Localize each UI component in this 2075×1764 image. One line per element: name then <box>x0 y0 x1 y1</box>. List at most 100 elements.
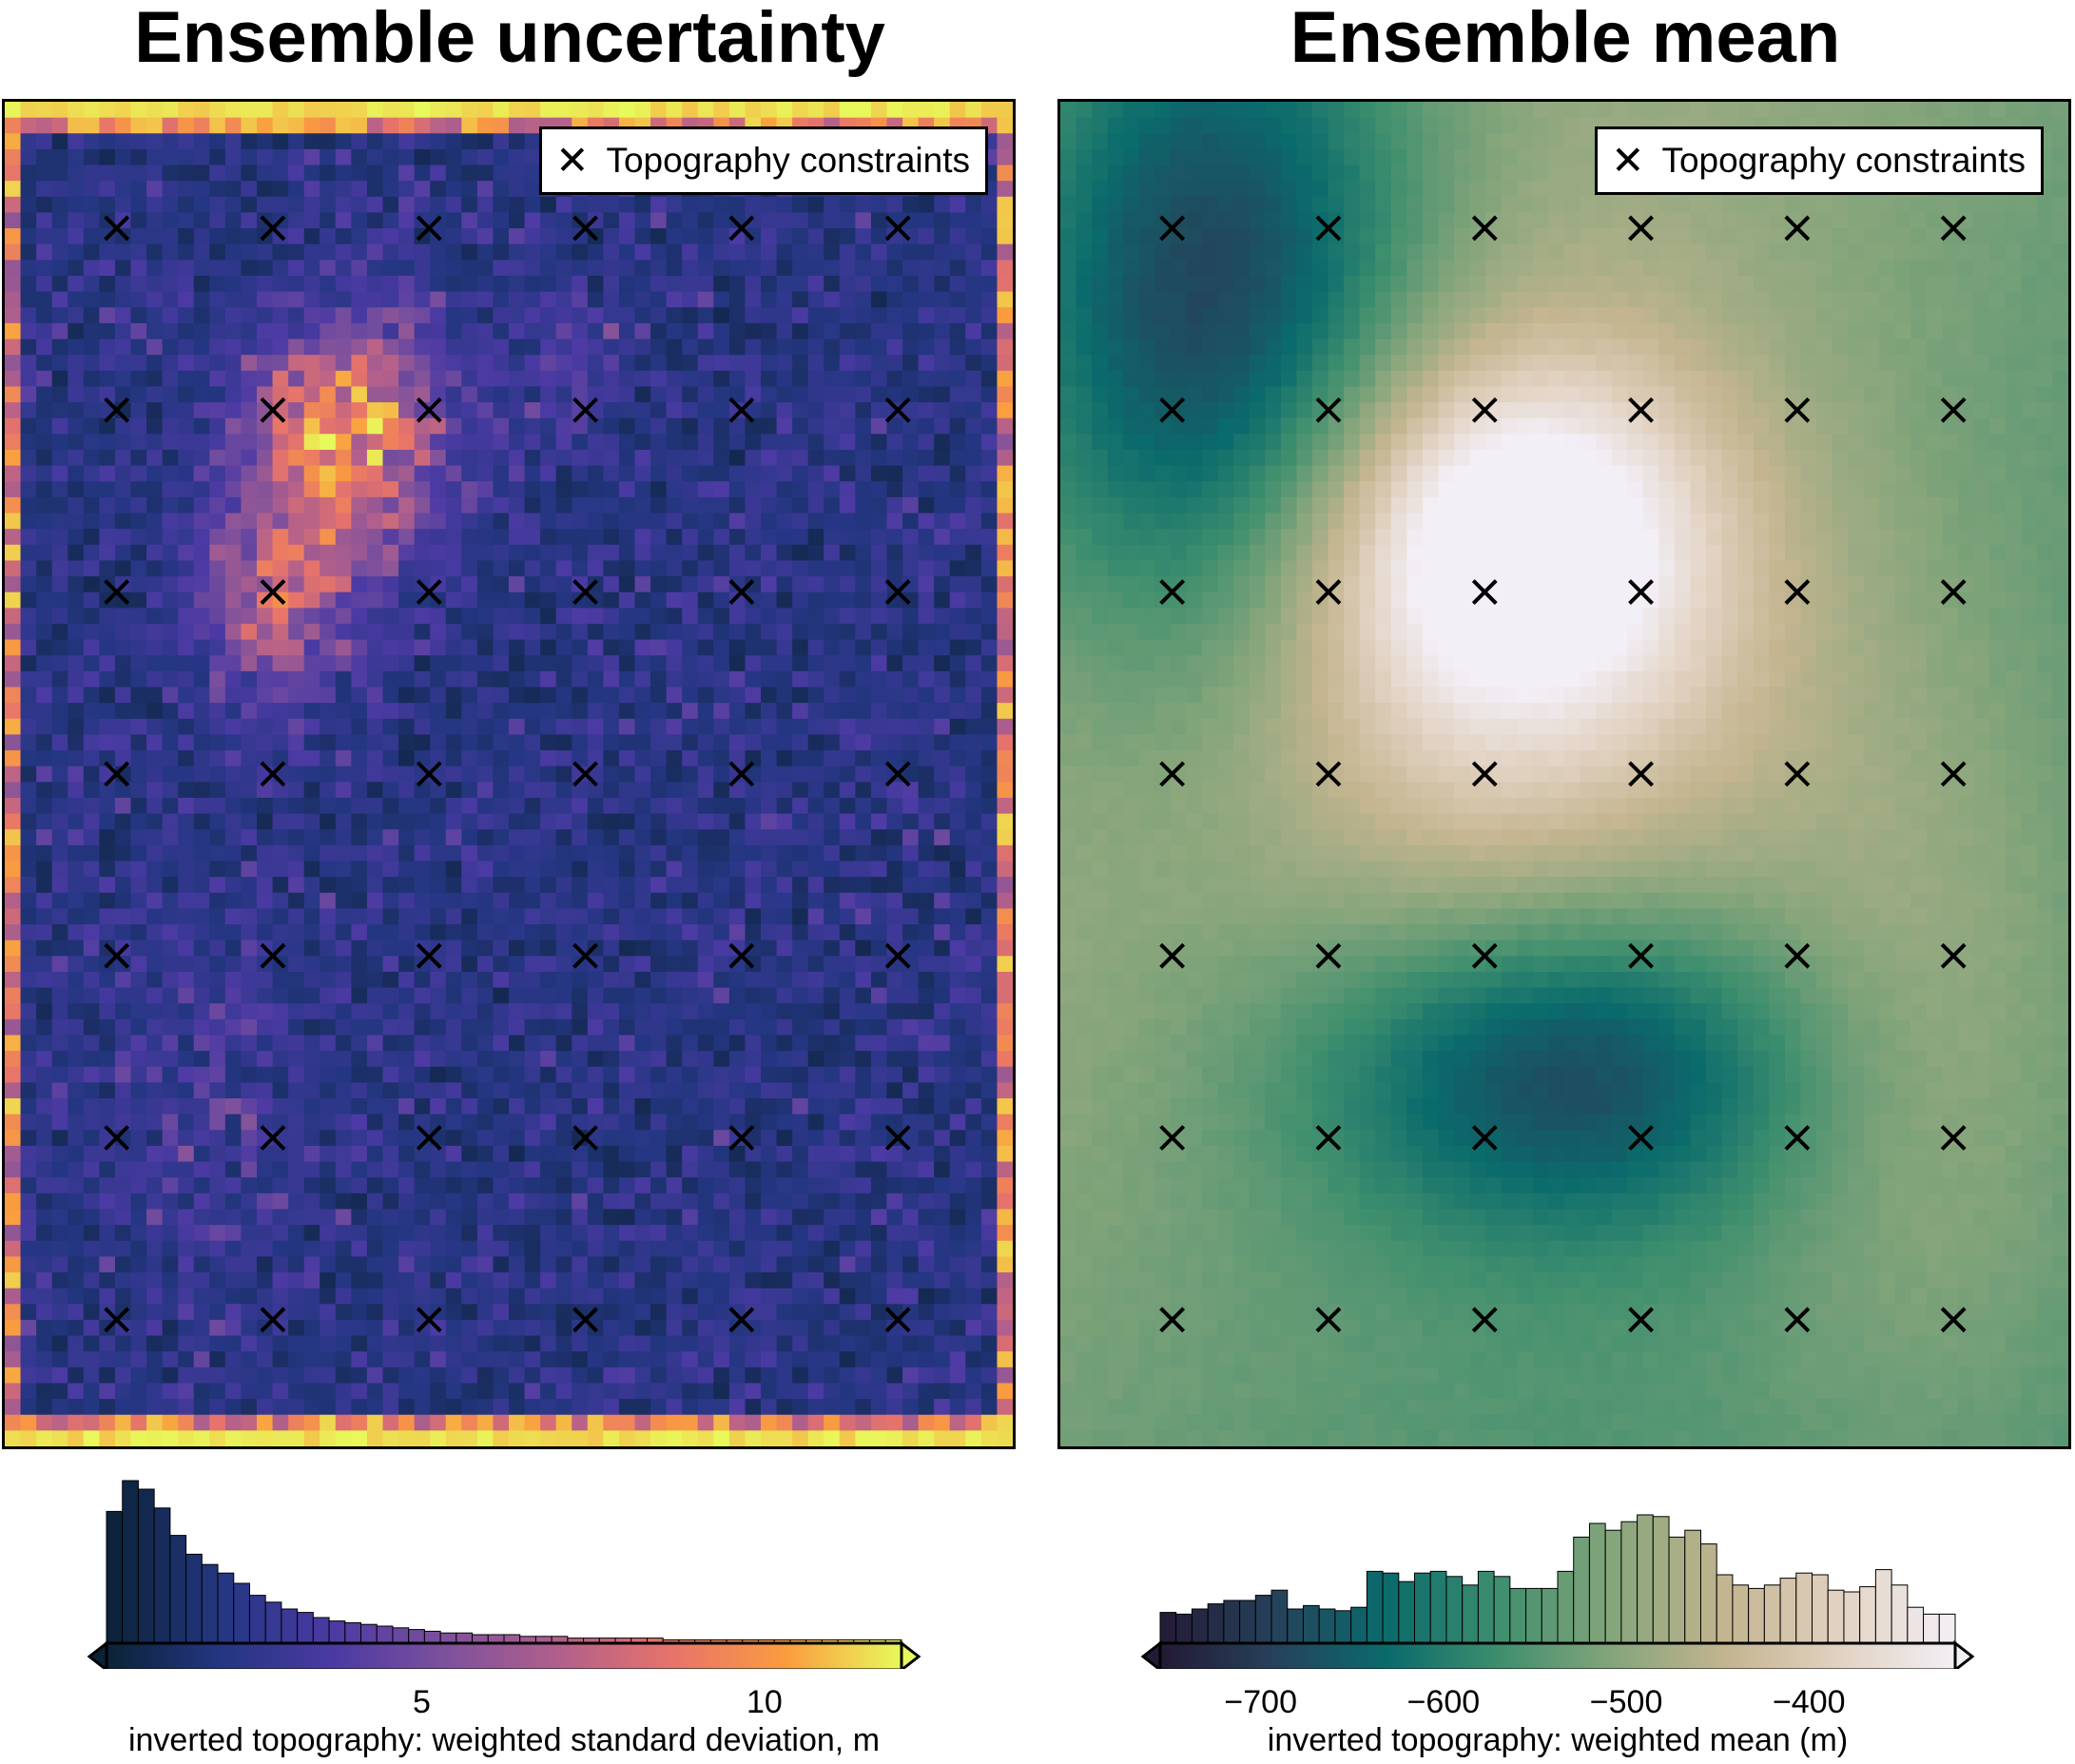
heatmap-cell <box>603 560 620 577</box>
heatmap-cell <box>807 1018 824 1037</box>
heatmap-cell <box>776 243 793 261</box>
heatmap-cell <box>366 1066 384 1083</box>
heatmap-cell <box>445 1066 462 1083</box>
heatmap-cell <box>555 892 572 909</box>
heatmap-cell <box>965 481 982 498</box>
heatmap-cell <box>603 1018 620 1037</box>
heatmap-cell <box>257 355 274 372</box>
heatmap-cell <box>146 1082 164 1099</box>
heatmap-cell <box>792 1114 809 1131</box>
heatmap-cell <box>241 386 258 403</box>
heatmap-cell <box>682 1177 699 1194</box>
heatmap-cell <box>824 639 841 656</box>
heatmap-cell <box>366 544 384 562</box>
heatmap-cell <box>745 670 762 688</box>
heatmap-cell <box>398 987 416 1004</box>
heatmap-cell <box>745 1066 762 1083</box>
heatmap-cell <box>776 402 793 419</box>
heatmap-cell <box>839 623 856 641</box>
heatmap-cell <box>382 639 399 656</box>
heatmap-cell <box>114 465 132 482</box>
heatmap-cell <box>241 102 258 119</box>
heatmap-cell <box>634 766 651 783</box>
heatmap-cell <box>461 165 478 182</box>
heatmap-cell <box>193 1288 210 1305</box>
heatmap-cell <box>540 402 557 419</box>
heatmap-cell <box>682 496 699 514</box>
heatmap-cell <box>761 339 778 356</box>
heatmap-cell <box>855 386 872 403</box>
heatmap-cell <box>476 861 495 878</box>
heatmap-cell <box>146 1192 164 1211</box>
heatmap-cell <box>272 1066 289 1083</box>
heatmap-cell <box>178 1098 195 1115</box>
heatmap-cell <box>209 623 226 641</box>
heatmap-cell <box>934 496 951 514</box>
heatmap-cell <box>382 766 399 783</box>
heatmap-cell <box>146 496 164 514</box>
heatmap-cell <box>193 339 210 356</box>
heatmap-cell <box>918 1319 935 1337</box>
heatmap-cell <box>572 243 589 261</box>
heatmap-cell <box>178 703 195 720</box>
heatmap-cell <box>902 703 920 720</box>
heatmap-cell <box>320 1288 337 1305</box>
heatmap-cell <box>997 908 1013 925</box>
heatmap-cell <box>241 1256 258 1273</box>
heatmap-cell <box>36 1082 53 1099</box>
heatmap-cell <box>713 496 730 514</box>
heatmap-cell <box>99 797 116 815</box>
heatmap-cell <box>493 1225 510 1242</box>
heatmap-cell <box>728 1145 747 1163</box>
heatmap-cell <box>540 307 557 324</box>
heatmap-cell <box>618 987 636 1004</box>
heatmap-cell <box>745 560 762 577</box>
heatmap-cell <box>666 718 683 736</box>
heatmap-cell <box>902 987 920 1004</box>
heatmap-cell <box>965 1177 982 1194</box>
heatmap-cell <box>99 1098 116 1115</box>
heatmap-cell <box>682 228 699 245</box>
heatmap-cell <box>509 608 526 625</box>
heatmap-cell <box>855 1209 872 1226</box>
heatmap-cell <box>476 496 495 514</box>
heatmap-cell <box>178 1256 195 1273</box>
heatmap-cell <box>728 861 747 878</box>
heatmap-cell <box>618 1209 636 1226</box>
heatmap-cell <box>870 370 888 388</box>
heatmap-cell <box>918 861 935 878</box>
heatmap-cell <box>36 322 53 340</box>
heatmap-cell <box>650 339 668 356</box>
heatmap-cell <box>303 307 320 324</box>
heatmap-cell <box>382 496 399 514</box>
heatmap-cell <box>493 322 510 340</box>
heatmap-cell <box>193 307 210 324</box>
heatmap-cell <box>209 1304 226 1321</box>
heatmap-cell <box>572 196 589 214</box>
heatmap-cell <box>209 449 226 467</box>
heatmap-cell <box>776 766 793 783</box>
heatmap-cell <box>792 1018 809 1037</box>
heatmap-cell <box>524 275 541 293</box>
heatmap-cell <box>461 133 478 150</box>
heatmap-cell <box>509 148 526 166</box>
heatmap-cell <box>634 1130 651 1147</box>
heatmap-cell <box>241 260 258 277</box>
heatmap-cell <box>224 861 242 878</box>
heatmap-cell <box>493 829 510 846</box>
heatmap-cell <box>666 782 683 799</box>
heatmap-cell <box>5 1082 22 1099</box>
heatmap-cell <box>445 1145 462 1163</box>
heatmap-cell <box>824 1035 841 1052</box>
heatmap-cell <box>351 1145 368 1163</box>
heatmap-cell <box>114 924 132 941</box>
heatmap-cell <box>965 496 982 514</box>
heatmap-cell <box>792 1082 809 1099</box>
heatmap-cell <box>114 1240 132 1257</box>
heatmap-cell <box>918 275 935 293</box>
heatmap-cell <box>555 1240 572 1257</box>
heatmap-cell <box>682 1018 699 1037</box>
heatmap-cell <box>445 829 462 846</box>
heatmap-cell <box>824 275 841 293</box>
heatmap-cell <box>303 703 320 720</box>
